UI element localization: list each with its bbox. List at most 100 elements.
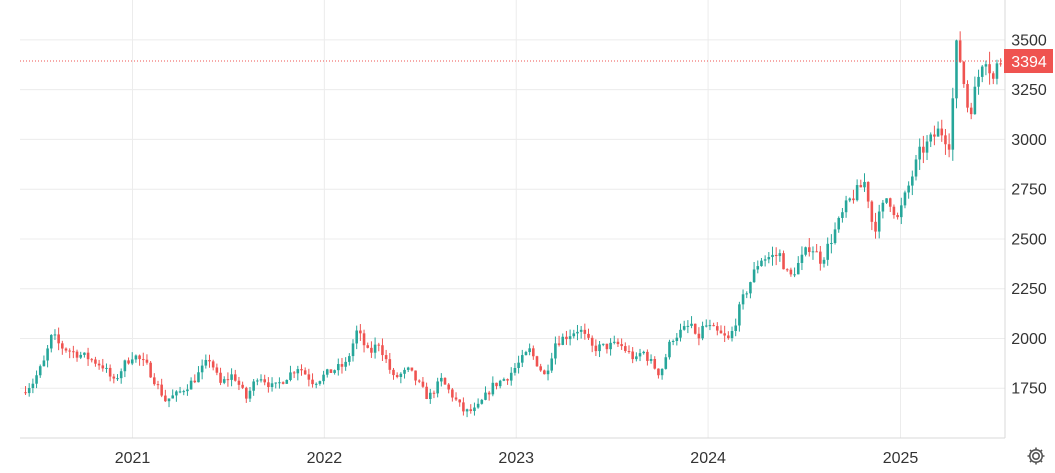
candle-up	[520, 349, 524, 368]
x-tick-label: 2023	[498, 450, 534, 467]
candle-down	[657, 368, 660, 379]
candle-down	[506, 378, 509, 385]
candle-up	[222, 376, 226, 385]
candle-up	[686, 320, 690, 334]
candle-up	[778, 249, 782, 262]
candle-down	[543, 369, 546, 375]
candle-down	[329, 369, 333, 373]
candle-up	[42, 355, 46, 367]
candle-up	[826, 237, 829, 266]
candle-up	[682, 320, 686, 331]
candle-up	[749, 281, 752, 299]
y-tick-label: 2750	[1011, 182, 1047, 199]
candle-down	[454, 392, 458, 402]
candle-up	[502, 377, 506, 382]
gear-icon[interactable]	[1024, 444, 1048, 468]
candle-down	[160, 378, 163, 398]
candle-down	[892, 204, 896, 219]
candle-up	[130, 352, 134, 366]
candle-up	[259, 374, 263, 383]
candle-down	[211, 359, 215, 371]
candle-up	[465, 408, 469, 418]
candle-down	[947, 133, 951, 158]
candle-up	[579, 325, 583, 339]
candle-down	[789, 267, 793, 277]
candle-down	[410, 367, 414, 372]
x-tick-label: 2025	[883, 450, 919, 467]
candle-up	[344, 357, 347, 371]
candle-up	[252, 379, 255, 396]
candle-down	[241, 381, 244, 390]
candle-down	[697, 327, 701, 346]
candle-down	[605, 343, 609, 354]
candle-up	[546, 364, 550, 381]
candle-down	[785, 268, 789, 272]
candle-down	[535, 355, 539, 367]
candle-down	[101, 358, 105, 372]
candle-down	[874, 212, 877, 239]
candle-up	[38, 364, 42, 378]
candle-down	[933, 125, 936, 146]
candle-down	[866, 181, 870, 209]
candle-down	[311, 373, 314, 388]
candle-down	[112, 373, 116, 384]
candle-down	[469, 404, 473, 414]
candle-up	[929, 132, 933, 148]
candle-up	[918, 138, 921, 170]
candle-up	[911, 170, 914, 196]
candle-up	[31, 378, 35, 394]
candle-up	[348, 353, 351, 366]
candle-down	[61, 340, 64, 355]
candle-down	[90, 358, 94, 363]
candle-down	[539, 363, 542, 372]
candle-down	[870, 200, 874, 231]
candle-up	[178, 386, 182, 394]
candle-down	[462, 397, 465, 416]
candle-up	[167, 398, 171, 408]
candle-up	[995, 59, 999, 85]
candle-down	[616, 338, 620, 347]
candle-up	[833, 222, 837, 245]
candle-up	[123, 359, 127, 378]
candle-up	[760, 257, 763, 267]
grid	[20, 0, 1006, 439]
candle-up	[322, 370, 325, 385]
candle-up	[428, 388, 432, 404]
candle-down	[362, 329, 366, 353]
candle-up	[513, 363, 517, 376]
candle-down	[233, 369, 237, 382]
candle-up	[278, 377, 281, 389]
candle-down	[377, 342, 381, 352]
candle-down	[590, 335, 594, 353]
candle-up	[841, 207, 844, 223]
candle-up	[35, 370, 38, 389]
candle-down	[237, 376, 241, 391]
candle-down	[815, 244, 818, 253]
candle-up	[204, 354, 208, 369]
candle-up	[355, 325, 358, 350]
last-price-label: 3394	[1011, 54, 1047, 71]
candle-up	[230, 368, 233, 387]
candle-down	[451, 388, 454, 402]
candle-up	[745, 291, 749, 299]
candle-up	[907, 181, 910, 199]
candle-down	[414, 370, 417, 386]
y-tick-label: 2500	[1011, 231, 1047, 248]
candle-up	[175, 390, 178, 402]
candle-down	[145, 354, 149, 365]
candle-down	[999, 58, 1002, 67]
candle-up	[767, 252, 771, 264]
candle-down	[432, 390, 436, 399]
candle-up	[679, 323, 682, 342]
candle-down	[97, 359, 101, 370]
candle-up	[771, 246, 774, 266]
candle-down	[267, 377, 270, 393]
candle-down	[366, 342, 370, 349]
candle-up	[476, 398, 480, 409]
candle-up	[197, 366, 200, 383]
candle-up	[914, 154, 918, 181]
candle-down	[620, 338, 623, 350]
candle-up	[649, 354, 653, 364]
y-tick-label: 3000	[1011, 132, 1047, 149]
candle-down	[458, 399, 462, 407]
